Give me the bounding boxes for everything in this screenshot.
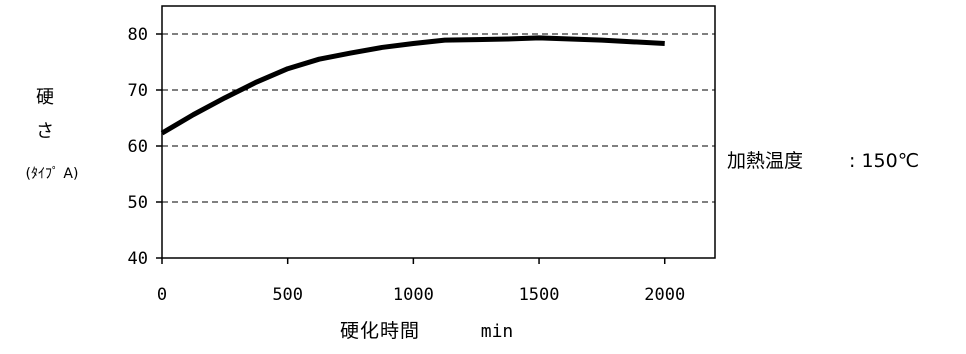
x-tick-label: 2000 (644, 285, 685, 305)
y-axis-label-line1: 硬 (36, 87, 54, 108)
y-tick-label: 60 (128, 137, 148, 157)
x-axis-unit: min (481, 321, 514, 342)
y-tick-label: 40 (128, 249, 148, 269)
y-axis-label-line3: (ﾀｲﾌﾟ A) (26, 166, 79, 182)
y-tick-label: 80 (128, 25, 148, 45)
series-line (160, 35, 665, 136)
x-tick-label: 1500 (519, 285, 560, 305)
x-tick-label: 0 (157, 285, 167, 305)
x-tick-label: 500 (272, 285, 303, 305)
annotation-value: : 150℃ (849, 150, 919, 172)
x-axis-label: 硬化時間 (340, 320, 420, 342)
x-tick-label: 1000 (393, 285, 434, 305)
y-tick-label: 50 (128, 193, 148, 213)
tick-layer: 40 50 60 70 80 0 500 1000 1500 2000 (128, 25, 686, 305)
y-axis-label-line2: さ (36, 121, 54, 142)
annotation-label: 加熱温度 (727, 150, 803, 172)
y-tick-label: 70 (128, 81, 148, 101)
series-layer (160, 35, 665, 136)
grid-layer (162, 33, 715, 203)
